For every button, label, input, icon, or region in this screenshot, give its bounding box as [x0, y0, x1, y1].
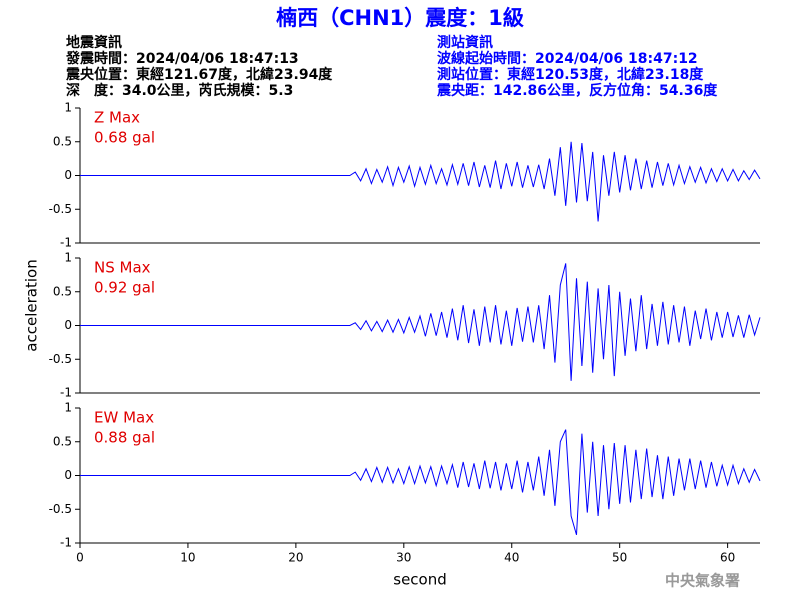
y-tick-label: 0: [64, 318, 72, 332]
x-tick-label: 60: [720, 551, 735, 565]
x-tick-label: 0: [76, 551, 84, 565]
y-tick-label: 1: [64, 401, 72, 415]
y-tick-label: -1: [60, 536, 72, 550]
y-tick-label: 0.5: [53, 434, 72, 448]
quake-info: 發震時間：2024/04/06 18:47:13: [65, 50, 299, 67]
quake-info: 地震資訊: [66, 34, 122, 51]
y-tick-label: 1: [64, 251, 72, 265]
station-info: 測站位置：東經120.53度，北緯23.18度: [437, 66, 704, 83]
max-label: 0.92 gal: [94, 279, 155, 297]
title: 楠西（CHN1）震度：1級: [276, 6, 524, 30]
x-tick-label: 20: [288, 551, 303, 565]
station-info: 波線起始時間：2024/04/06 18:47:12: [437, 50, 698, 67]
waveform: [80, 141, 761, 222]
quake-info: 震央位置：東經121.67度，北緯23.94度: [65, 66, 333, 83]
y-tick-label: 1: [64, 101, 72, 115]
station-info: 測站資訊: [437, 34, 493, 51]
y-tick-label: 0: [64, 168, 72, 182]
x-tick-label: 30: [396, 551, 411, 565]
y-tick-label: -1: [60, 386, 72, 400]
max-label: 0.88 gal: [94, 429, 155, 447]
max-label: 0.68 gal: [94, 129, 155, 147]
y-tick-label: 0: [64, 468, 72, 482]
x-axis-label: second: [393, 571, 447, 589]
x-tick-label: 10: [180, 551, 195, 565]
component-name: Z Max: [94, 109, 140, 127]
component-name: EW Max: [94, 409, 154, 427]
y-tick-label: -1: [60, 236, 72, 250]
quake-info: 深 度：34.0公里，芮氏規模：5.3: [66, 82, 293, 99]
station-info: 震央距：142.86公里，反方位角：54.36度: [436, 82, 718, 99]
component-name: NS Max: [94, 259, 151, 277]
y-tick-label: 0.5: [53, 284, 72, 298]
waveform: [80, 429, 761, 536]
y-axis-label: acceleration: [23, 259, 41, 351]
y-tick-label: 0.5: [53, 134, 72, 148]
y-tick-label: -0.5: [49, 202, 72, 216]
y-tick-label: -0.5: [49, 352, 72, 366]
x-tick-label: 40: [504, 551, 519, 565]
waveform: [80, 263, 761, 381]
footer: 中央氣象署: [665, 572, 740, 590]
x-tick-label: 50: [612, 551, 627, 565]
y-tick-label: -0.5: [49, 502, 72, 516]
